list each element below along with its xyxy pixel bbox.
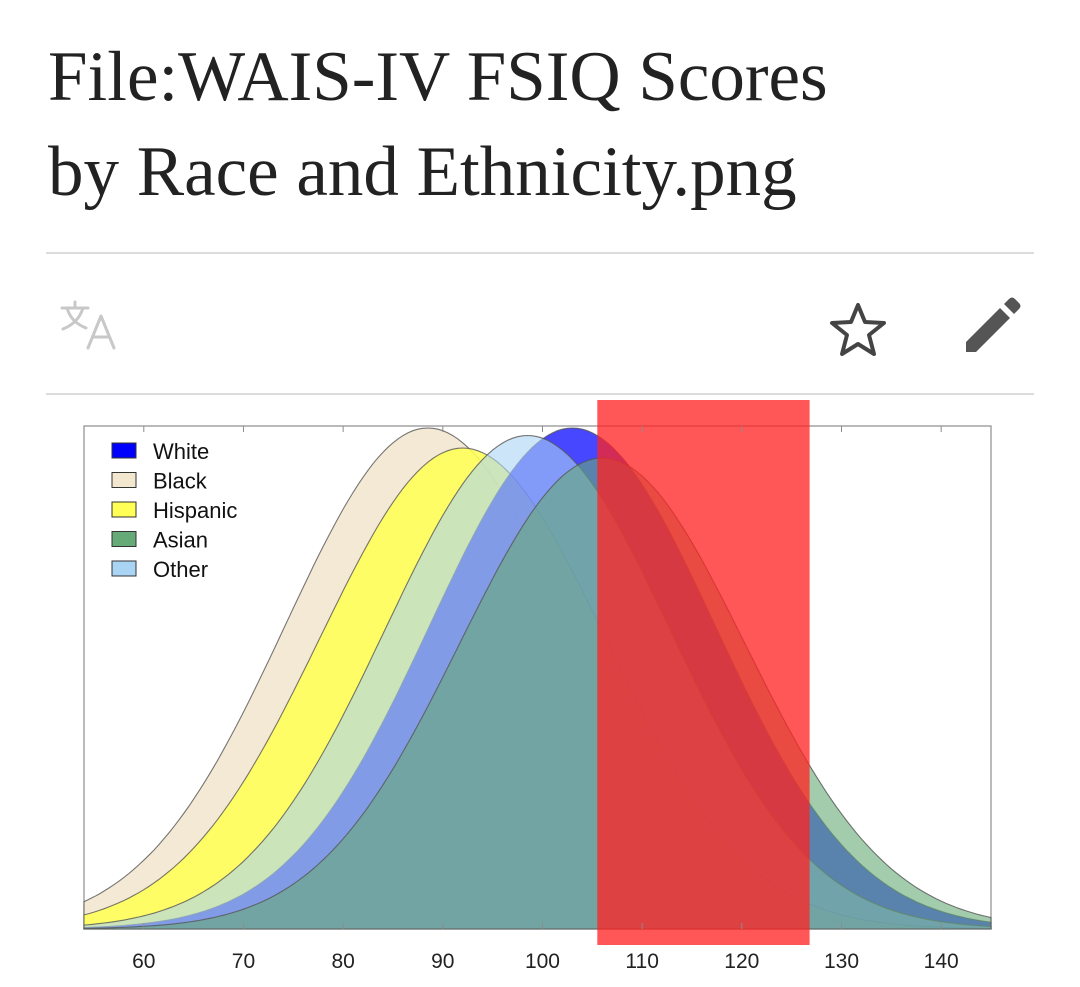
legend-swatch-other	[111, 560, 137, 577]
highlight-band	[597, 400, 810, 945]
legend-swatch-asian	[111, 531, 137, 547]
x-tick-label-60: 60	[132, 950, 155, 973]
page-title-line-1: File:WAIS-IV FSIQ Scores	[48, 38, 828, 116]
x-tick-label-80: 80	[331, 950, 354, 973]
star-icon[interactable]	[828, 302, 888, 358]
x-tick-label-140: 140	[924, 950, 959, 973]
x-tick-label-100: 100	[525, 950, 560, 973]
legend-swatch-black	[111, 472, 137, 488]
legend-label-white: White	[153, 439, 209, 464]
legend-swatch-hispanic	[111, 501, 137, 518]
header-divider	[46, 252, 1034, 254]
translate-icon[interactable]	[58, 296, 122, 352]
legend-label-black: Black	[153, 469, 208, 494]
legend-label-other: Other	[153, 557, 208, 582]
legend-swatch-white	[111, 442, 137, 459]
page-title: File:WAIS-IV FSIQ Scores by Race and Eth…	[48, 30, 1048, 220]
toolbar-divider	[46, 393, 1034, 395]
pencil-icon[interactable]	[960, 296, 1022, 354]
legend-label-hispanic: Hispanic	[153, 498, 237, 523]
page-title-line-2: by Race and Ethnicity.png	[48, 133, 797, 211]
x-tick-label-70: 70	[232, 950, 255, 973]
legend-label-asian: Asian	[153, 528, 208, 553]
x-tick-label-110: 110	[625, 950, 658, 973]
x-tick-label-120: 120	[724, 950, 759, 973]
chart: 60 70 80 90 100 110 120 130 140 White Black Hispan…	[83, 400, 992, 973]
x-tick-label-90: 90	[431, 950, 454, 973]
x-tick-label-130: 130	[824, 950, 859, 973]
